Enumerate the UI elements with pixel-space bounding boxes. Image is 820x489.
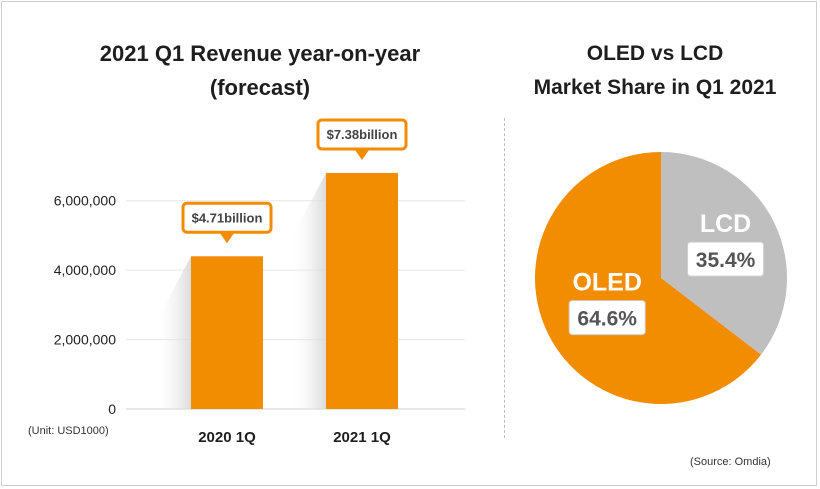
pie-value-label: 64.6% [577,308,637,331]
section-divider [504,118,505,438]
data-label-box [181,201,273,234]
y-tick-label: 0 [108,401,116,417]
data-label-box [316,118,408,151]
bar-chart-subtitle: (forecast) [209,75,311,100]
y-tick-label: 4,000,000 [54,262,116,278]
pie-value-box [568,300,646,336]
y-tick-label: 6,000,000 [54,193,116,209]
x-category-label: 2021 1Q [333,429,391,446]
bar-shadow [159,256,191,409]
pie-value-label: 35.4% [696,249,756,272]
data-label: $7.38billion [327,127,398,142]
pie-chart-title-line2: Market Share in Q1 2021 [533,76,777,99]
pie-chart-title-line1: OLED vs LCD [586,42,724,65]
data-label: $4.71billion [192,210,263,225]
data-label-pointer [220,233,234,244]
pie-chart-title: OLED vs LCD Market Share in Q1 2021 [515,37,795,105]
bar-shadow [294,172,326,409]
pie-value-box [687,241,765,277]
bar [326,172,398,409]
pie-slice-label: LCD [700,210,751,238]
y-tick-label: 2,000,000 [54,332,116,348]
x-category-label: 2020 1Q [198,429,256,446]
pie-slice [535,152,762,404]
bar-chart-title-text: 2021 Q1 Revenue year-on-year [99,41,421,66]
unit-note: (Unit: USD1000) [28,425,109,437]
bar-chart-title: 2021 Q1 Revenue year-on-year (forecast) [40,37,480,105]
bar [191,256,263,409]
data-label-pointer [355,149,369,160]
pie-slice-label: OLED [572,269,641,297]
source-note: (Source: Omdia) [690,456,771,468]
